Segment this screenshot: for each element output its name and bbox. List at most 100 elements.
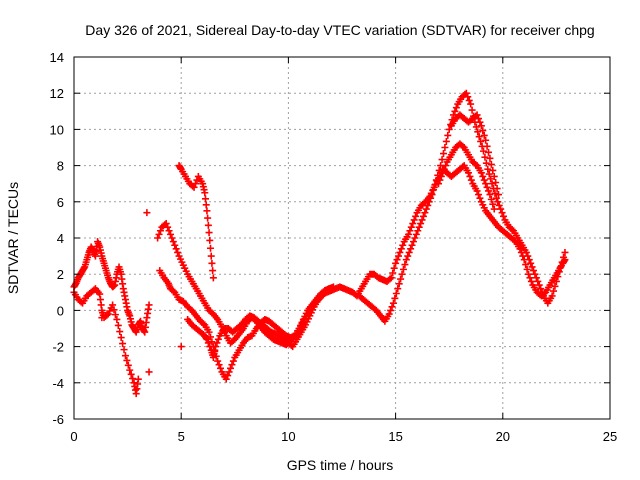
data-markers	[70, 89, 569, 398]
data-point-interp	[418, 216, 426, 224]
x-tick-label: 5	[178, 429, 185, 444]
data-point-interp	[401, 261, 409, 269]
data-point-interp	[429, 186, 437, 194]
data-point-interp	[475, 191, 483, 199]
data-point	[525, 270, 533, 278]
y-tick-label: -6	[52, 412, 64, 427]
data-point-interp	[168, 234, 176, 242]
data-point-interp	[464, 93, 472, 101]
series-track-h	[434, 140, 498, 213]
data-point-interp	[475, 115, 483, 123]
data-point	[145, 368, 153, 376]
data-point	[552, 277, 560, 285]
data-point	[396, 248, 404, 256]
data-point-interp	[459, 142, 467, 150]
data-point-interp	[442, 137, 450, 145]
data-point-interp	[495, 201, 503, 209]
data-point	[486, 191, 494, 199]
data-point-interp	[480, 131, 488, 139]
data-point-interp	[532, 274, 540, 282]
data-point	[464, 169, 472, 177]
data-point	[477, 122, 485, 130]
data-point-interp	[116, 328, 124, 336]
series-track-b	[70, 285, 142, 398]
data-point-interp	[487, 175, 495, 183]
data-point	[535, 281, 543, 289]
data-point-interp	[485, 148, 493, 156]
data-point	[389, 299, 397, 307]
data-point	[190, 183, 198, 191]
data-point	[98, 314, 106, 322]
data-point	[126, 366, 134, 374]
data-point	[449, 111, 457, 119]
data-point-interp	[225, 368, 233, 376]
data-point	[475, 133, 483, 141]
data-point-interp	[466, 172, 474, 180]
data-point-interp	[390, 264, 398, 272]
data-point-interp	[554, 273, 562, 281]
data-point-interp	[560, 253, 568, 261]
data-point-interp	[204, 221, 212, 229]
data-point-interp	[427, 194, 435, 202]
data-point-interp	[204, 214, 212, 222]
data-point-interp	[451, 107, 459, 115]
data-point	[201, 189, 209, 197]
data-point	[531, 270, 539, 278]
data-point-interp	[414, 227, 422, 235]
chart-title: Day 326 of 2021, Sidereal Day-to-day VTE…	[85, 22, 594, 38]
data-point-interp	[467, 176, 475, 184]
data-point	[394, 285, 402, 293]
data-point-interp	[465, 96, 473, 104]
data-point-interp	[404, 252, 412, 260]
y-tick-label: 0	[57, 303, 64, 318]
data-point	[488, 180, 496, 188]
data-point-interp	[442, 162, 450, 170]
data-point	[171, 241, 179, 249]
data-point-interp	[487, 195, 495, 203]
data-point	[207, 252, 215, 260]
y-tick-label: 6	[57, 195, 64, 210]
data-point	[222, 375, 230, 383]
data-point-interp	[439, 150, 447, 158]
data-point	[473, 111, 481, 119]
data-point-interp	[468, 106, 476, 114]
data-point	[392, 259, 400, 267]
data-point	[109, 301, 117, 309]
data-point	[428, 191, 436, 199]
data-point	[134, 375, 142, 383]
data-point-interp	[412, 230, 420, 238]
data-point-interp	[485, 187, 493, 195]
y-axis-label: SDTVAR / TECUs	[5, 182, 21, 294]
data-point-interp	[114, 321, 122, 329]
data-point-interp	[412, 212, 420, 220]
y-tick-label: 10	[50, 122, 64, 137]
data-point-interp	[206, 236, 214, 244]
data-point	[434, 180, 442, 188]
data-point-interp	[174, 248, 182, 256]
data-point-interp	[103, 311, 111, 319]
data-point-interp	[209, 267, 217, 275]
data-point-interp	[394, 252, 402, 260]
data-point	[561, 248, 569, 256]
y-tick-label: -2	[52, 340, 64, 355]
data-point	[205, 229, 213, 237]
data-point-interp	[485, 170, 493, 178]
data-point-interp	[207, 244, 215, 252]
data-point-interp	[489, 200, 497, 208]
data-point-interp	[169, 238, 177, 246]
data-point	[473, 187, 481, 195]
data-point	[117, 334, 125, 342]
data-point-interp	[537, 285, 545, 293]
data-point-interp	[440, 165, 448, 173]
data-point-interp	[217, 364, 225, 372]
data-point-interp	[201, 195, 209, 203]
data-point-interp	[438, 156, 446, 164]
y-tick-label: 12	[50, 86, 64, 101]
data-point	[467, 100, 475, 108]
data-point-interp	[530, 267, 538, 275]
x-axis-label: GPS time / hours	[287, 457, 394, 473]
data-point	[492, 194, 500, 202]
data-point	[419, 212, 427, 220]
data-point	[113, 315, 121, 323]
data-point-interp	[393, 256, 401, 264]
